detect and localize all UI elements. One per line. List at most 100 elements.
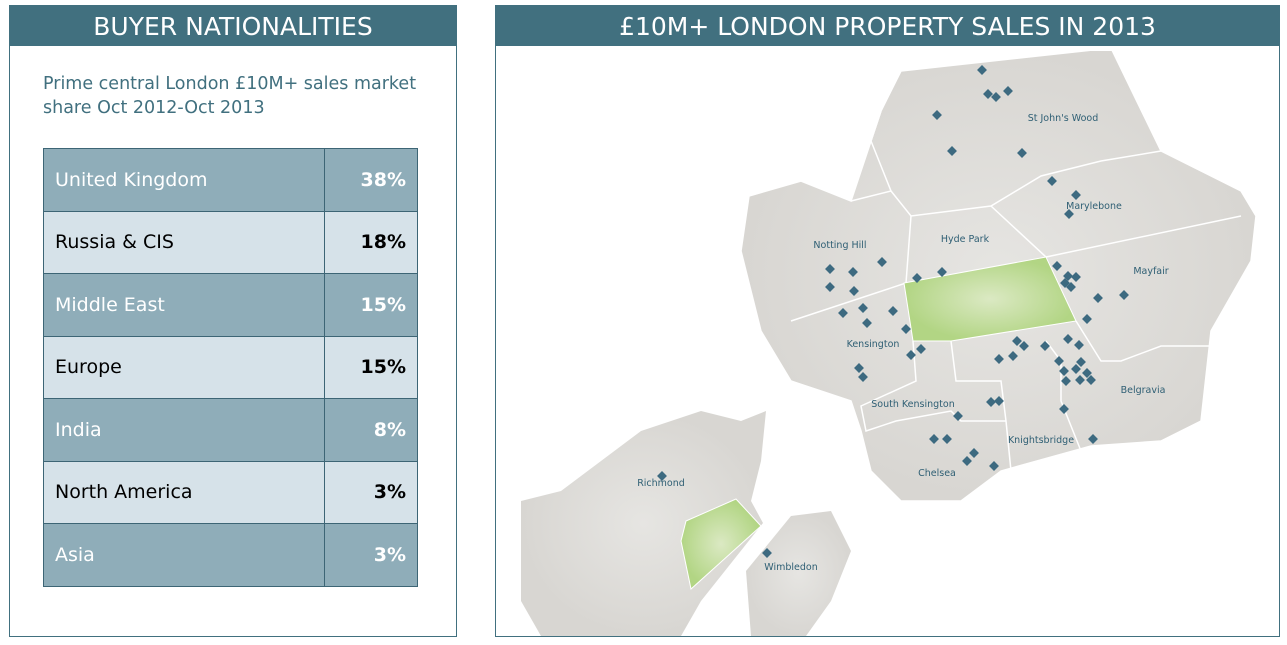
sale-marker [916,344,926,354]
sale-marker [1071,364,1081,374]
sale-marker [962,456,972,466]
sale-marker [1017,148,1027,158]
sale-marker [1061,376,1071,386]
sale-marker [1082,368,1092,378]
sale-marker [1054,356,1064,366]
panel-title: BUYER NATIONALITIES [10,6,456,46]
nationality-cell: Europe [43,335,325,399]
sale-marker [1119,290,1129,300]
sale-marker [986,397,996,407]
sale-marker [991,92,1001,102]
sale-marker [929,434,939,444]
sale-marker [888,306,898,316]
sale-marker [947,146,957,156]
sale-marker [1074,340,1084,350]
sale-marker [848,267,858,277]
nationality-cell: Asia [43,523,325,587]
sale-marker [1093,293,1103,303]
sale-marker [942,434,952,444]
area-label: South Kensington [871,399,954,410]
share-cell: 3% [324,523,418,587]
nationality-cell: Middle East [43,273,325,337]
area-label: Marylebone [1066,201,1122,212]
nationality-cell: United Kingdom [43,148,325,212]
table-row: Middle East 15% [43,273,418,337]
sale-marker [1063,271,1073,281]
area-label: St John's Wood [1028,113,1099,124]
sale-marker [1008,351,1018,361]
sale-marker [994,396,1004,406]
sale-marker [862,318,872,328]
area-label: Belgravia [1121,385,1166,396]
nationality-cell: North America [43,460,325,524]
sale-marker [1071,272,1081,282]
sale-marker [932,110,942,120]
sale-marker [657,471,667,481]
share-cell: 3% [324,460,418,524]
panel-title: £10M+ LONDON PROPERTY SALES IN 2013 [496,6,1279,46]
sale-marker [877,257,887,267]
sale-marker [849,286,859,296]
share-cell: 15% [324,273,418,337]
sale-marker [977,65,987,75]
sale-marker [1076,357,1086,367]
sale-marker [1088,434,1098,444]
share-cell: 8% [324,398,418,462]
sale-marker [1019,341,1029,351]
sale-marker [969,448,979,458]
area-label: Notting Hill [813,240,866,251]
sale-marker [1059,366,1069,376]
sale-marker [901,324,911,334]
sale-marker [762,548,772,558]
wimbledon-area [746,511,851,636]
sale-marker [1071,190,1081,200]
hyde-park [903,256,1077,342]
sale-marker [906,350,916,360]
richmond-area [521,411,766,636]
area-label: Wimbledon [764,562,817,573]
area-label: Chelsea [918,468,956,479]
richmond-park [680,498,762,590]
sale-marker [1059,404,1069,414]
area-label: Kensington [847,339,900,350]
sale-marker [937,267,947,277]
table-row: India 8% [43,398,418,462]
sale-marker [983,89,993,99]
sale-marker [1012,336,1022,346]
table-row: Europe 15% [43,335,418,399]
sale-marker [1063,334,1073,344]
table-row: Russia & CIS 18% [43,210,418,274]
sale-marker [1086,375,1096,385]
sale-marker [994,354,1004,364]
sale-marker [838,308,848,318]
panel-subtitle: Prime central London £10M+ sales market … [43,74,417,118]
sale-marker [1047,176,1057,186]
area-label: Hyde Park [941,234,990,245]
table-row: United Kingdom 38% [43,148,418,212]
sale-marker [1066,282,1076,292]
sale-marker [825,282,835,292]
table-row: North America 3% [43,460,418,524]
area-label: Mayfair [1133,266,1168,277]
sale-marker [1060,278,1070,288]
sale-marker [1052,261,1062,271]
nationalities-table: United Kingdom 38% Russia & CIS 18% Middle E… [43,148,418,587]
table-row: Asia 3% [43,523,418,587]
nationality-cell: Russia & CIS [43,210,325,274]
sale-marker [1064,209,1074,219]
share-cell: 38% [324,148,418,212]
sale-marker [989,461,999,471]
sale-marker [1075,375,1085,385]
sale-marker [858,372,868,382]
sale-marker [1040,341,1050,351]
sale-marker [912,273,922,283]
sale-marker [953,411,963,421]
sale-marker [825,264,835,274]
buyer-nationalities-panel: BUYER NATIONALITIES Prime central London… [9,5,457,637]
sale-marker [1082,314,1092,324]
sale-marker [858,303,868,313]
london-map: St John's Wood Marylebone Notting Hill Hyde… [521,51,1257,636]
london-map-panel: £10M+ LONDON PROPERTY SALES IN 2013 St J… [495,5,1280,637]
area-label: Richmond [637,478,685,489]
share-cell: 18% [324,210,418,274]
